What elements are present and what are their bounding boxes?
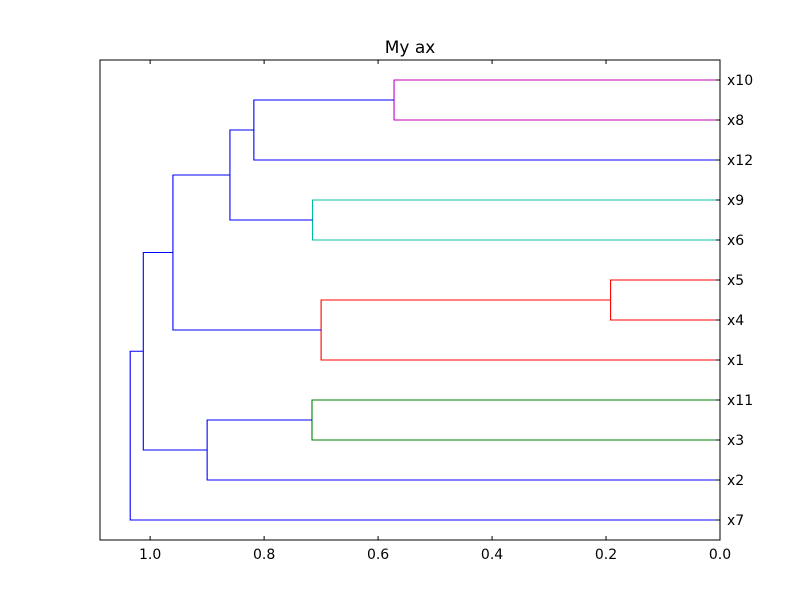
dendrogram-links xyxy=(129,79,720,521)
chart-title: My ax xyxy=(385,38,436,58)
leaf-label-x8: x8 xyxy=(727,113,744,129)
dendrogram-link-9 xyxy=(142,251,208,451)
leaf-label-x5: x5 xyxy=(727,273,744,289)
x-tick-label-0: 1.0 xyxy=(139,547,161,563)
dendrogram-link-5 xyxy=(229,129,313,221)
dendrogram-link-8 xyxy=(206,419,720,481)
dendrogram-link-0 xyxy=(393,79,720,121)
leaf-label-x4: x4 xyxy=(727,313,744,329)
leaf-label-x9: x9 xyxy=(727,193,744,209)
leaf-label-x6: x6 xyxy=(727,233,744,249)
leaf-label-x10: x10 xyxy=(727,73,753,89)
leaf-label-x12: x12 xyxy=(727,153,753,169)
leaf-label-x3: x3 xyxy=(727,433,744,449)
plot-frame xyxy=(99,59,721,541)
x-tick-label-2: 0.6 xyxy=(367,547,389,563)
x-tick-label-5: 0.0 xyxy=(709,547,731,563)
x-axis: 1.0 0.8 0.6 0.4 0.2 0.0 xyxy=(139,60,731,563)
dendrogram-link-10 xyxy=(129,350,720,521)
dendrogram-link-3 xyxy=(311,399,720,441)
leaf-label-x2: x2 xyxy=(727,473,744,489)
leaf-label-x1: x1 xyxy=(727,353,744,369)
dendrogram-link-7 xyxy=(172,174,322,331)
dendrogram-link-4 xyxy=(253,99,720,161)
leaf-labels: x10 x8 x12 x9 x6 x5 x4 x1 x11 x3 x2 x7 xyxy=(716,73,753,529)
leaf-label-x11: x11 xyxy=(727,393,753,409)
x-tick-label-1: 0.8 xyxy=(253,547,275,563)
dendrogram-link-2 xyxy=(610,279,720,321)
dendrogram-link-1 xyxy=(312,199,720,241)
leaf-label-x7: x7 xyxy=(727,513,744,529)
x-tick-label-3: 0.4 xyxy=(481,547,503,563)
dendrogram-link-6 xyxy=(320,299,720,361)
x-tick-label-4: 0.2 xyxy=(595,547,617,563)
